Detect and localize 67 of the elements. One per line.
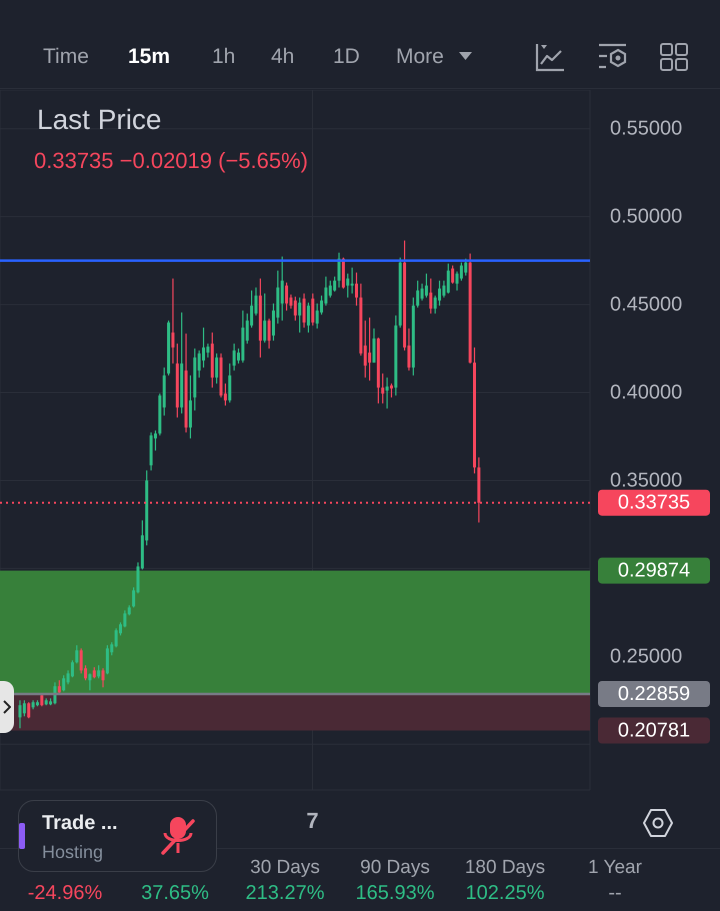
candlestick [285,282,288,312]
text: Time [43,45,89,68]
y-tick-label: 0.50000 [610,206,682,228]
text: -24.96% [28,882,102,904]
y-tick-label: 0.55000 [610,118,682,140]
candlestick [27,702,30,719]
candlestick [298,296,302,334]
candlestick [232,343,236,372]
candlestick [302,292,306,328]
text: 30 Days [250,857,320,878]
candlestick [22,700,26,717]
text: 15m [128,45,170,68]
candlestick [88,672,92,691]
candlestick [350,267,354,294]
candlestick [429,278,432,314]
candlestick [464,258,468,276]
candlestick [316,302,319,330]
host-card: Trade ... Hosting [18,800,217,872]
text: 37.65% [141,882,209,904]
text: 1h [212,45,236,68]
x-tick-label: 7 [306,808,319,832]
candlestick [58,680,61,694]
candlestick [92,666,96,679]
text: Last Price [37,104,162,135]
candlestick [311,292,314,326]
text: 180 Days [464,857,546,878]
candlestick [280,256,284,322]
candlestick [386,376,389,410]
candlestick [333,276,336,292]
candlestick [62,674,66,692]
y-tick-label: 0.35000 [610,469,682,492]
candlestick [294,296,297,322]
candlestick [446,262,450,294]
band-label: 0.20781 [618,720,690,742]
candlestick [75,644,78,664]
candlestick [416,280,420,308]
band-label: 0.29874 [618,560,690,582]
candlestick [355,272,358,306]
ref-line-label: 0.33735 [618,492,690,514]
candlestick [424,273,428,298]
y-tick-label: 0.25000 [610,645,682,668]
candlestick [97,664,100,679]
text: 0.33735 −0.02019 (−5.65%) [34,148,308,173]
text: 90 Days [360,857,430,878]
candlestick [215,352,218,384]
text: 213.27% [246,882,324,904]
ref-line-label: 0.22859 [618,682,690,705]
y-tick-label: 0.45000 [610,294,682,316]
text: More [396,45,444,68]
candlestick [102,668,105,688]
text: 4h [271,45,294,68]
candlestick [171,278,174,364]
candlestick [451,264,454,284]
candlestick [390,382,393,398]
text: 165.93% [356,882,434,904]
y-tick-label: 0.40000 [610,382,682,404]
candlestick [263,292,266,344]
text: 1D [333,45,360,68]
candlestick [268,318,271,350]
candlestick [40,692,44,707]
text: -- [608,882,622,904]
candlestick [306,302,310,334]
text: 102.25% [466,882,544,904]
candlestick [206,343,210,358]
text: 1 Year [588,857,642,878]
candlestick [381,372,384,404]
candlestick [346,273,350,298]
